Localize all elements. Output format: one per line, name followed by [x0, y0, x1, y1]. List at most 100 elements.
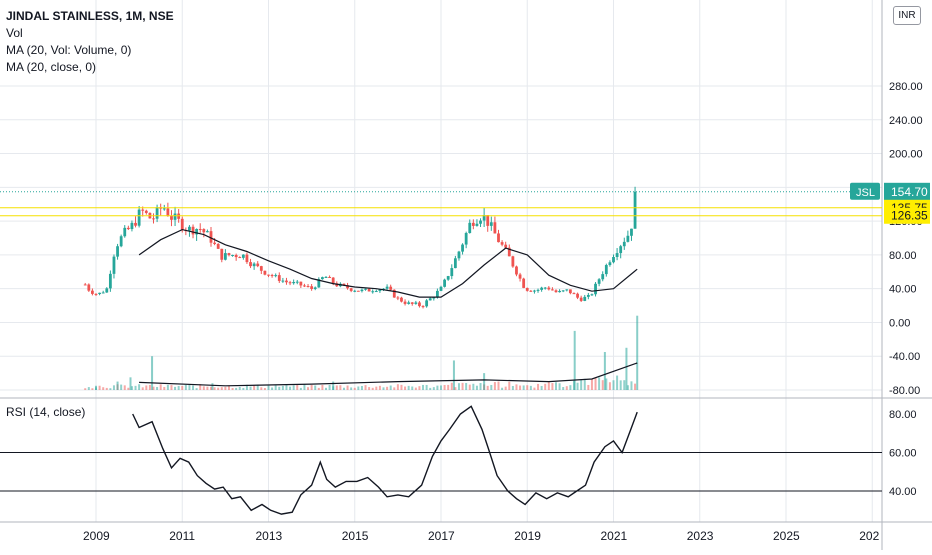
volume-bar	[141, 387, 144, 390]
time-axis-tick: 2017	[428, 529, 455, 543]
volume-bar	[202, 386, 205, 390]
candle-body	[270, 275, 274, 277]
volume-bar	[314, 385, 317, 390]
candle-body	[615, 253, 619, 258]
candle-body	[428, 298, 432, 301]
price-axis-tick: 0.00	[889, 317, 910, 329]
candle-body	[259, 266, 263, 271]
candle-body	[367, 288, 371, 292]
currency-badge[interactable]: INR	[893, 6, 921, 25]
time-axis-tick: 2023	[687, 529, 714, 543]
volume-bar	[533, 387, 536, 390]
volume-bar	[501, 387, 504, 390]
volume-bar	[235, 387, 238, 390]
candle-body	[313, 287, 317, 289]
volume-bar	[231, 388, 234, 390]
volume-bar	[619, 380, 622, 390]
volume-bar	[472, 383, 475, 390]
volume-bar	[404, 386, 407, 390]
volume-bar	[389, 385, 392, 390]
volume-bar	[601, 380, 604, 390]
candle-body	[497, 233, 500, 243]
time-axis-tick: 2011	[169, 529, 195, 543]
level-badge-low	[884, 207, 930, 224]
volume-bar	[626, 385, 629, 390]
candle-body	[162, 208, 166, 210]
volume-bar	[120, 384, 123, 390]
volume-bar	[134, 385, 137, 390]
volume-bar	[138, 384, 141, 390]
candle-body	[568, 289, 572, 294]
vol-indicator-label: Vol	[6, 26, 23, 40]
candle-body	[252, 263, 256, 267]
volume-bar	[98, 385, 101, 390]
volume-bar	[267, 385, 270, 390]
volume-bar	[145, 385, 148, 390]
candle-body	[597, 279, 601, 284]
candle-body	[464, 232, 468, 245]
candle-body	[220, 248, 224, 260]
volume-bar	[105, 387, 108, 390]
volume-bar	[450, 382, 453, 390]
rsi-axis-tick: 40.00	[889, 486, 917, 498]
candle-body	[529, 290, 533, 292]
volume-bar	[522, 385, 525, 390]
volume-bar	[612, 380, 615, 390]
volume-bar	[317, 387, 320, 390]
candle-body	[482, 215, 486, 221]
volume-bar	[529, 385, 532, 390]
candle-body	[601, 274, 605, 280]
volume-bar	[206, 386, 209, 390]
candle-body	[608, 262, 612, 266]
volume-bar	[130, 386, 133, 390]
candle-body	[306, 286, 310, 288]
candle-body	[353, 290, 357, 292]
candle-body	[594, 283, 597, 295]
candle-body	[328, 276, 331, 278]
volume-bar	[608, 382, 611, 390]
candle-body	[633, 191, 637, 229]
volume-bar	[447, 384, 450, 390]
volume-bar	[551, 383, 554, 390]
candle-body	[385, 286, 389, 289]
candle-body	[522, 278, 526, 288]
volume-bar	[623, 380, 626, 390]
volume-bar	[443, 384, 446, 390]
candle-body	[572, 293, 576, 295]
last-price-label: 154.70	[891, 185, 928, 199]
candle-body	[263, 270, 267, 275]
candle-body	[324, 276, 328, 278]
volume-bar	[565, 386, 568, 390]
candle-body	[245, 254, 249, 263]
candle-body	[155, 207, 159, 219]
volume-bar	[504, 386, 507, 390]
volume-bar	[181, 385, 184, 390]
volume-bar	[177, 385, 180, 390]
candle-body	[461, 244, 464, 252]
volume-bar	[364, 385, 367, 390]
candle-body	[321, 277, 324, 280]
volume-bar	[386, 386, 389, 390]
candle-body	[303, 285, 306, 287]
candle-body	[213, 242, 216, 244]
volume-bar	[555, 382, 557, 390]
candle-body	[238, 257, 242, 259]
volume-bar	[220, 387, 223, 390]
candle-body	[346, 285, 349, 289]
volume-bar	[296, 384, 299, 390]
candle-body	[471, 222, 475, 226]
volume-bar	[127, 387, 130, 390]
candle-body	[223, 253, 227, 260]
candle-body	[561, 290, 565, 292]
ma-close-indicator-label: MA (20, close, 0)	[6, 60, 97, 74]
candle-body	[551, 289, 554, 291]
candle-body	[216, 243, 220, 249]
volume-bar	[411, 386, 414, 390]
candle-body	[310, 286, 314, 289]
volume-bar	[457, 383, 460, 390]
volume-bar	[274, 385, 277, 390]
candle-body	[396, 297, 400, 299]
candle-body	[525, 287, 529, 291]
